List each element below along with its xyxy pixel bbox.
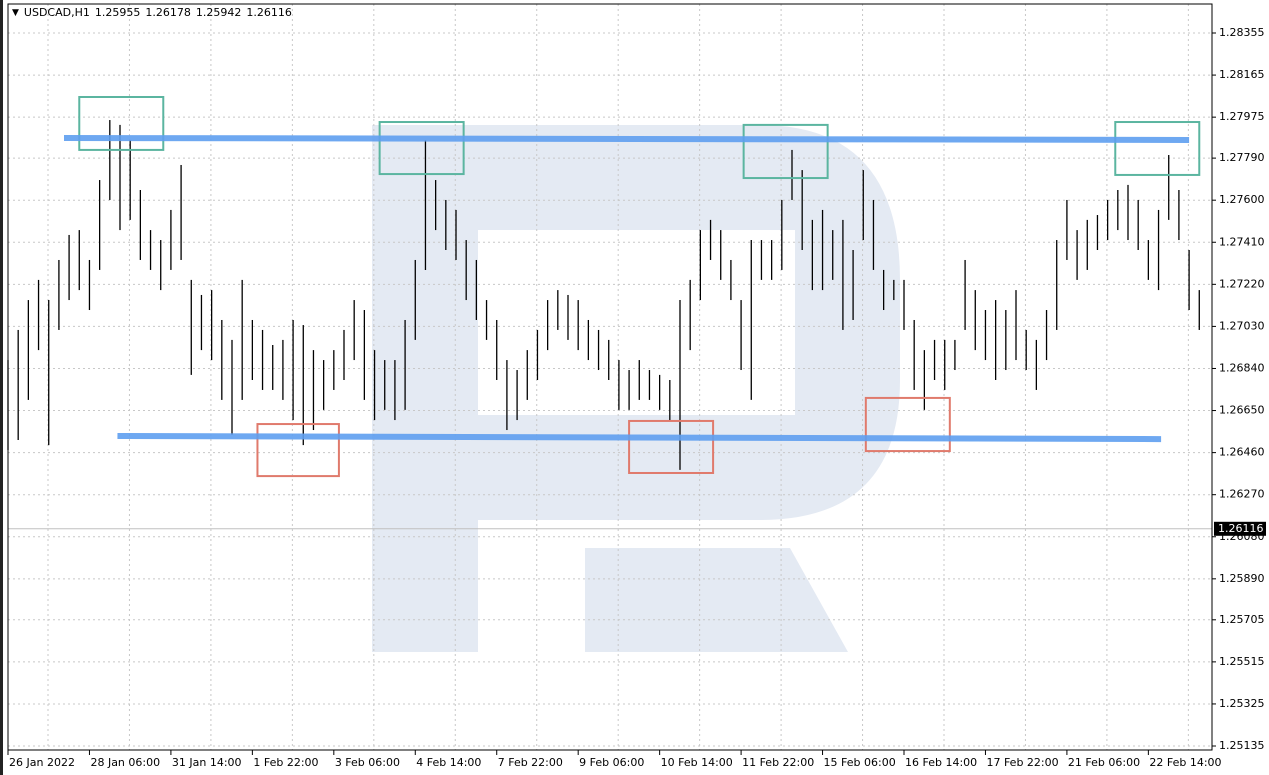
y-tick-label: 1.25515	[1219, 655, 1265, 668]
y-tick-label: 1.26840	[1219, 361, 1265, 374]
x-tick-label: 10 Feb 14:00	[661, 756, 733, 769]
grid	[8, 4, 1212, 750]
y-tick-label: 1.25890	[1219, 572, 1265, 585]
watermark	[372, 125, 900, 652]
dropdown-arrow[interactable]: ▼	[12, 7, 19, 18]
y-tick-label: 1.26270	[1219, 488, 1265, 501]
y-tick-label: 1.26650	[1219, 404, 1265, 417]
x-tick-label: 17 Feb 22:00	[986, 756, 1058, 769]
zone-box	[742, 123, 829, 180]
y-tick-label: 1.28165	[1219, 68, 1265, 81]
y-tick-label: 1.27030	[1219, 319, 1265, 332]
x-tick-label: 31 Jan 14:00	[172, 756, 242, 769]
x-tick-label: 9 Feb 06:00	[579, 756, 644, 769]
y-tick-label: 1.28355	[1219, 26, 1265, 39]
y-tick-label: 1.25705	[1219, 613, 1265, 626]
zone-box	[1114, 121, 1201, 176]
price-label: 1.26116	[1218, 522, 1264, 535]
high: 1.26178	[145, 6, 191, 19]
zone-box	[256, 423, 340, 478]
header: ▼ USDCAD,H1 1.25955 1.26178 1.25942 1.26…	[12, 6, 292, 19]
watermark-leg	[585, 548, 848, 652]
x-tick-label: 26 Jan 2022	[9, 756, 75, 769]
symbol: USDCAD,H1	[23, 6, 90, 19]
marks	[7, 96, 1201, 478]
close: 1.26116	[246, 6, 292, 19]
open: 1.25955	[94, 6, 141, 19]
plot-frame	[7, 3, 1213, 751]
y-tick-label: 1.26460	[1219, 446, 1265, 459]
window-edge	[0, 0, 3, 775]
x-tick-label: 28 Jan 06:00	[90, 756, 160, 769]
low: 1.25942	[195, 6, 242, 19]
y-tick-label: 1.27790	[1219, 151, 1265, 164]
y-tick-label: 1.27975	[1219, 110, 1265, 123]
x-tick-label: 16 Feb 14:00	[905, 756, 977, 769]
x-tick-label: 11 Feb 22:00	[742, 756, 814, 769]
y-tick-label: 1.27220	[1219, 277, 1265, 290]
y-tick-label: 1.27410	[1219, 235, 1265, 248]
zone-box	[78, 96, 165, 151]
y-tick-label: 1.25135	[1219, 739, 1265, 752]
zone-box	[378, 121, 465, 176]
trend-line	[117, 433, 1162, 443]
zone-box	[628, 419, 715, 474]
price-label-bg	[1214, 521, 1266, 536]
x-tick-label: 3 Feb 06:00	[335, 756, 400, 769]
axes: 1.251351.253251.255151.257051.258901.260…	[7, 26, 1266, 769]
zone-box	[864, 396, 951, 453]
trend-line	[63, 134, 1190, 143]
y-tick-label: 1.27600	[1219, 193, 1265, 206]
x-tick-label: 15 Feb 06:00	[824, 756, 896, 769]
x-tick-label: 1 Feb 22:00	[253, 756, 318, 769]
watermark-r	[372, 125, 900, 652]
x-tick-label: 7 Feb 22:00	[498, 756, 563, 769]
x-tick-label: 4 Feb 14:00	[416, 756, 481, 769]
x-tick-label: 21 Feb 06:00	[1068, 756, 1140, 769]
x-tick-label: 22 Feb 14:00	[1149, 756, 1221, 769]
y-tick-label: 1.25325	[1219, 697, 1265, 710]
